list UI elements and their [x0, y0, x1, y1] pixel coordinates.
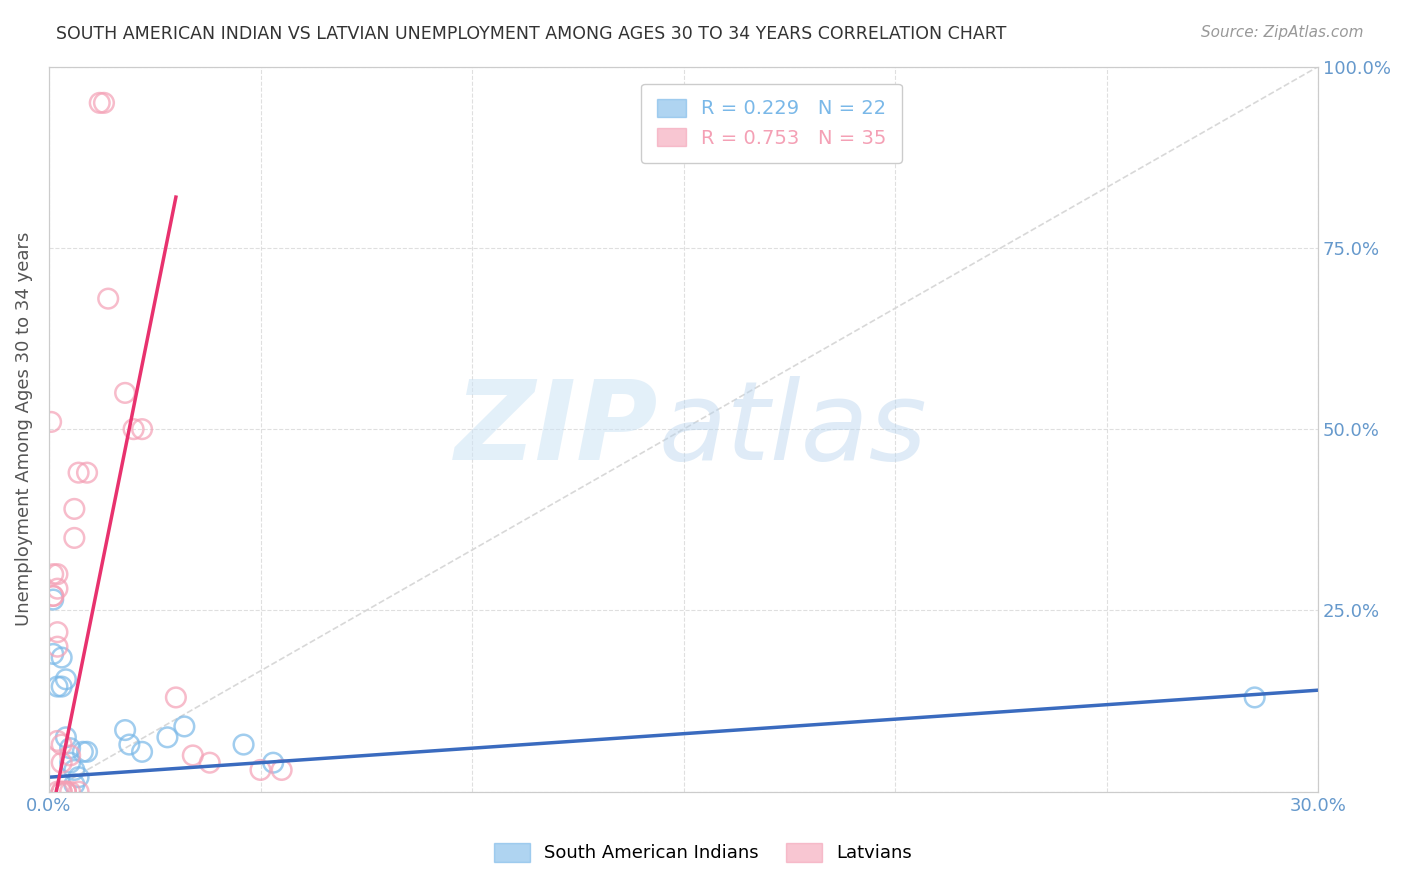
Point — [1243, 690, 1265, 705]
Text: ZIP: ZIP — [454, 376, 658, 483]
Point — [59, 741, 82, 756]
Point — [55, 785, 77, 799]
Point — [51, 756, 73, 770]
Point — [55, 731, 77, 745]
Point — [114, 723, 136, 737]
Point — [51, 785, 73, 799]
Point — [59, 756, 82, 770]
Point — [42, 592, 65, 607]
Point — [42, 567, 65, 582]
Point — [232, 738, 254, 752]
Legend: South American Indians, Latvians: South American Indians, Latvians — [486, 836, 920, 870]
Point — [55, 785, 77, 799]
Point — [39, 415, 62, 429]
Point — [46, 734, 69, 748]
Text: atlas: atlas — [658, 376, 927, 483]
Point — [198, 756, 221, 770]
Point — [67, 785, 90, 799]
Point — [63, 777, 86, 791]
Point — [76, 745, 98, 759]
Point — [46, 567, 69, 582]
Text: SOUTH AMERICAN INDIAN VS LATVIAN UNEMPLOYMENT AMONG AGES 30 TO 34 YEARS CORRELAT: SOUTH AMERICAN INDIAN VS LATVIAN UNEMPLO… — [56, 25, 1007, 43]
Point — [156, 731, 179, 745]
Legend: R = 0.229   N = 22, R = 0.753   N = 35: R = 0.229 N = 22, R = 0.753 N = 35 — [641, 84, 903, 163]
Point — [46, 625, 69, 640]
Point — [89, 95, 111, 110]
Point — [67, 466, 90, 480]
Point — [42, 647, 65, 661]
Point — [55, 673, 77, 687]
Text: Source: ZipAtlas.com: Source: ZipAtlas.com — [1201, 25, 1364, 40]
Point — [46, 680, 69, 694]
Point — [67, 770, 90, 784]
Point — [59, 748, 82, 763]
Point — [51, 785, 73, 799]
Point — [93, 95, 115, 110]
Y-axis label: Unemployment Among Ages 30 to 34 years: Unemployment Among Ages 30 to 34 years — [15, 232, 32, 626]
Point — [51, 680, 73, 694]
Point — [51, 738, 73, 752]
Point — [97, 292, 120, 306]
Point — [249, 763, 271, 777]
Point — [262, 756, 284, 770]
Point — [42, 589, 65, 603]
Point — [76, 466, 98, 480]
Point — [55, 785, 77, 799]
Point — [63, 763, 86, 777]
Point — [165, 690, 187, 705]
Point — [118, 738, 141, 752]
Point — [131, 422, 153, 436]
Point — [59, 785, 82, 799]
Point — [114, 385, 136, 400]
Point — [63, 531, 86, 545]
Point — [173, 719, 195, 733]
Point — [270, 763, 292, 777]
Point — [42, 589, 65, 603]
Point — [131, 745, 153, 759]
Point — [46, 785, 69, 799]
Point — [51, 650, 73, 665]
Point — [63, 502, 86, 516]
Point — [122, 422, 145, 436]
Point — [181, 748, 204, 763]
Point — [72, 745, 94, 759]
Point — [46, 640, 69, 654]
Point — [46, 582, 69, 596]
